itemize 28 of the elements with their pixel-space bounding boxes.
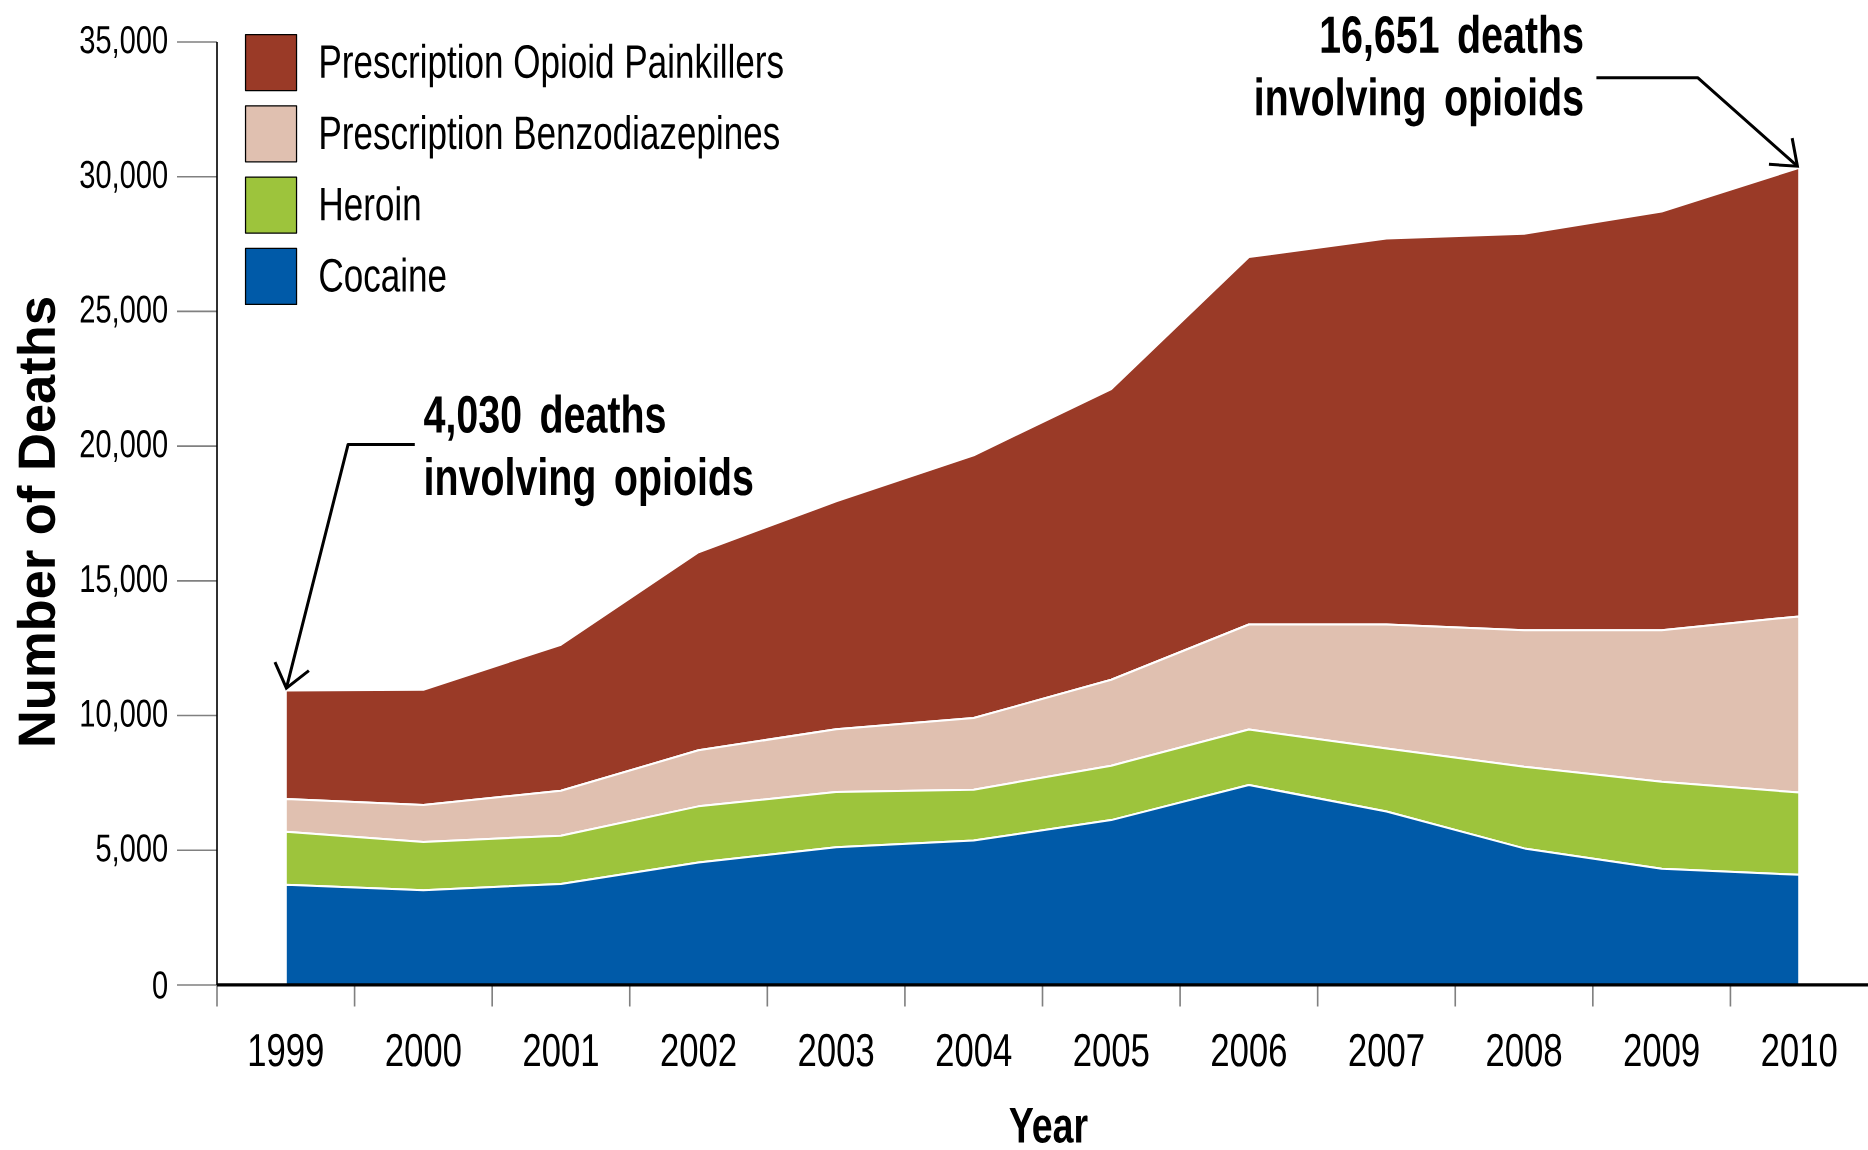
x-tick-label: 2000	[386, 1033, 461, 1067]
annotation: 4,030 deaths involving opioids	[424, 394, 753, 507]
legend-label: Prescription Benzodiazepines	[321, 115, 779, 159]
legend-label: Heroin	[321, 186, 420, 221]
y-tick-label: 10,000	[81, 699, 168, 732]
y-tick-label: 15,000	[81, 564, 168, 597]
y-tick-label: 5,000	[96, 834, 168, 867]
x-tick-label: 2005	[1074, 1033, 1149, 1067]
x-tick-label: 2004	[936, 1033, 1012, 1067]
y-tick-label: 30,000	[80, 160, 168, 193]
y-tick-label: 20,000	[80, 430, 168, 463]
y-tick-label: 0	[153, 971, 168, 999]
x-tick-label: 2010	[1762, 1033, 1837, 1067]
x-tick-label: 2002	[661, 1033, 736, 1067]
legend-label: Prescription Opioid Painkillers	[321, 43, 783, 88]
x-tick-label: 1999	[249, 1033, 323, 1067]
x-tick-label: 2001	[524, 1033, 598, 1067]
y-tick-label: 35,000	[80, 25, 168, 58]
x-tick-label: 2006	[1212, 1033, 1286, 1067]
x-tick-label: 2008	[1487, 1033, 1562, 1067]
x-tick-label: 2003	[799, 1033, 874, 1067]
x-tick-label: 2007	[1349, 1033, 1424, 1067]
y-tick-label: 25,000	[80, 295, 168, 328]
legend-label: Cocaine	[320, 257, 446, 292]
y-axis-title: Number of Deaths	[16, 298, 56, 745]
annotation: 16,651 deaths involving opioids	[1256, 14, 1583, 127]
x-tick-label: 2009	[1624, 1033, 1699, 1067]
x-axis-title: Year	[1009, 1108, 1088, 1143]
